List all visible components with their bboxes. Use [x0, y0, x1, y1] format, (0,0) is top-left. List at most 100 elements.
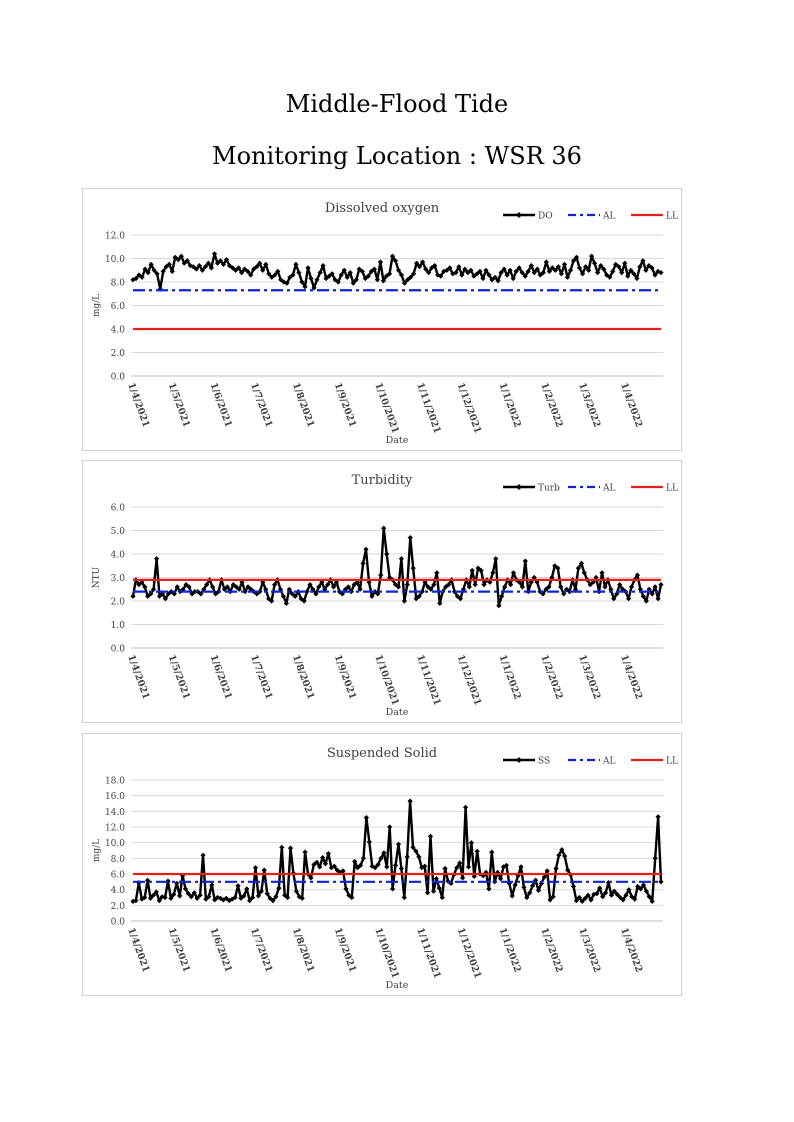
series-ss-point — [331, 863, 337, 869]
series-do-point — [386, 271, 393, 277]
series-do-point — [495, 278, 501, 284]
legend-ll-label: LL — [666, 484, 678, 494]
legend: Turb AL LL — [503, 484, 678, 494]
series-ss-point — [620, 897, 626, 903]
series-ss-point — [398, 865, 404, 872]
series-ss-point — [206, 894, 212, 900]
series-do-point — [628, 267, 634, 273]
series-turb-point — [578, 560, 584, 566]
series-do-point — [417, 264, 423, 270]
series-ss-point — [223, 895, 229, 901]
series-do-point — [631, 271, 637, 277]
series-do-point — [534, 266, 540, 272]
series-ss-point — [232, 894, 238, 901]
series-ss-point — [346, 892, 352, 898]
series-ss-point — [200, 852, 206, 858]
series-turb-point — [451, 589, 458, 595]
series-do-point — [501, 266, 507, 272]
series-turb-point — [531, 574, 537, 581]
series-do-point — [353, 277, 359, 283]
series-turb-point — [434, 570, 440, 576]
series-do-point — [604, 272, 610, 278]
series-do-point — [233, 267, 239, 273]
y-tick-label: 10.0 — [105, 839, 125, 849]
series-ss-point — [395, 841, 402, 847]
series-do-point — [528, 263, 534, 269]
chart-svg-turbidity: Turbidity 0.0 1.0 2.0 3.0 4.0 5.0 6.0 NTU 1/4/202… — [92, 473, 678, 718]
series-turb-point — [154, 556, 160, 562]
series-turb-point — [637, 586, 643, 592]
series-do-point — [401, 280, 408, 286]
legend-al-label: AL — [602, 484, 615, 494]
series-turb-point — [304, 589, 310, 595]
series-turb-point — [360, 560, 366, 566]
series-ss-point — [238, 895, 244, 901]
series-do-point — [483, 267, 489, 273]
series-do-point — [513, 268, 519, 274]
series-ss-point — [250, 894, 256, 901]
series-ss-point — [407, 798, 413, 804]
series-ss-point — [553, 865, 559, 872]
series-ss-point — [197, 892, 203, 898]
series-ss-point — [404, 854, 410, 860]
series-do-point — [205, 260, 211, 266]
x-tick-label: 1/11/2021 — [414, 653, 443, 707]
series-ss-point — [480, 873, 486, 879]
series-turb-point — [387, 574, 393, 581]
series-turb-point — [655, 596, 661, 602]
series-do-point — [133, 275, 139, 282]
series-turb-point — [472, 582, 478, 588]
series-do-point — [405, 277, 411, 283]
series-ss-point — [142, 894, 148, 901]
x-tick-label: 1/3/2022 — [576, 381, 602, 429]
series-do-point — [281, 279, 287, 285]
series-do-point — [371, 266, 377, 272]
series-do-point — [549, 265, 555, 271]
series-ss-point — [372, 865, 378, 871]
y-tick-label: 8.0 — [111, 279, 126, 289]
series-do-point — [471, 273, 477, 279]
series-do-point — [607, 274, 613, 280]
series-turb-point — [658, 582, 664, 588]
x-tick-label: 1/2/2022 — [538, 653, 564, 701]
series-ss-point — [509, 893, 515, 899]
series-ss-point — [544, 868, 550, 874]
series-turb-point — [354, 579, 360, 585]
series-turb-point — [419, 589, 425, 595]
chart-title: Suspended Solid — [327, 746, 437, 761]
series-ss-point — [646, 894, 652, 900]
series-ss-point — [293, 888, 299, 894]
series-ss-point — [401, 894, 407, 901]
series-ss-point — [585, 892, 591, 898]
y-tick-label: 2.0 — [111, 902, 126, 912]
series-turb-point — [528, 579, 534, 585]
series-turb-point — [614, 591, 620, 597]
series-do-point — [522, 273, 528, 279]
series-ss-point — [515, 873, 521, 879]
series-turb-point — [626, 596, 632, 602]
chart-turbidity: Turbidity 0.0 1.0 2.0 3.0 4.0 5.0 6.0 NTU 1/4/202… — [82, 460, 682, 723]
series-ss-point — [381, 850, 387, 856]
x-tick-label: 1/4/2021 — [125, 381, 151, 429]
series-turb-point — [567, 589, 573, 595]
x-tick-label: 1/12/2021 — [455, 381, 484, 435]
series-ss-point — [454, 865, 460, 871]
series-turb-point — [221, 586, 227, 592]
series-do-point — [314, 277, 320, 283]
series-turb-point — [552, 563, 558, 569]
series-ss-point — [384, 864, 390, 870]
series-turb-point — [487, 579, 493, 585]
series-ss-point — [235, 883, 241, 889]
series-ss-point — [442, 865, 448, 872]
y-tick-label: 2.0 — [111, 598, 126, 608]
series-ss-point — [241, 893, 247, 899]
series-ss-point — [252, 865, 259, 871]
series-ss-point — [457, 860, 463, 866]
series-ss-point — [328, 865, 334, 871]
y-tick-label: 14.0 — [105, 808, 125, 818]
legend-turb-label: Turb — [538, 484, 560, 494]
series-turb-point — [248, 586, 254, 592]
series-do-point — [580, 271, 586, 277]
series-turb-point — [384, 551, 390, 557]
x-tick-label: 1/4/2021 — [125, 926, 151, 974]
